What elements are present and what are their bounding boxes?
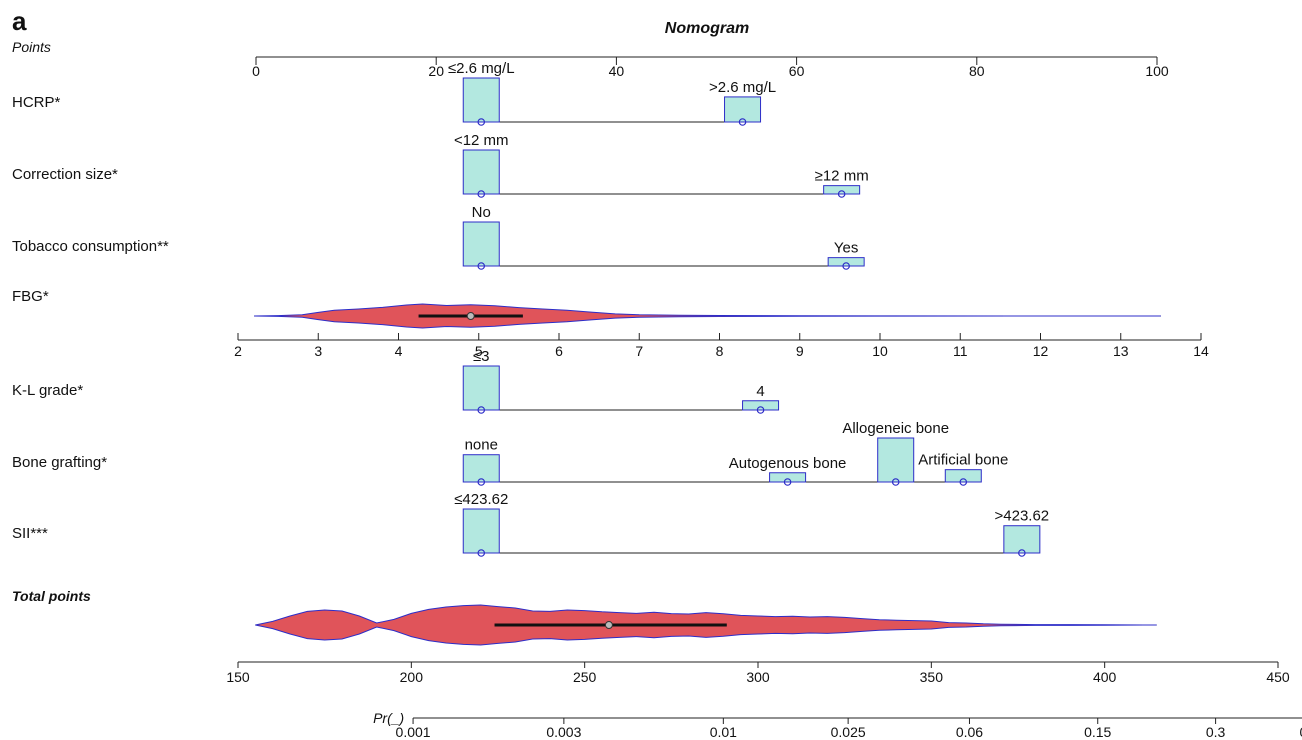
frequency-bar xyxy=(1003,525,1041,554)
frequency-bar xyxy=(769,472,807,483)
level-point xyxy=(783,478,792,486)
points-axis-tick-label: 0 xyxy=(252,63,260,79)
total-points-axis-tick-label: 450 xyxy=(1266,669,1290,685)
frequency-bar xyxy=(462,221,500,267)
level-label: ≤3 xyxy=(473,348,490,365)
level-label: <12 mm xyxy=(454,132,509,149)
points-axis-tick-label: 100 xyxy=(1145,63,1169,79)
frequency-bar xyxy=(877,437,915,483)
level-label: Allogeneic bone xyxy=(842,420,949,437)
variable-scale-tick-label: 10 xyxy=(872,343,888,359)
total-points-median xyxy=(604,621,613,629)
frequency-bar xyxy=(462,454,500,483)
level-point xyxy=(738,118,747,126)
points-axis-tick-label: 40 xyxy=(609,63,625,79)
variable-scale-tick-label: 12 xyxy=(1033,343,1049,359)
variable-scale-tick-label: 14 xyxy=(1193,343,1209,359)
probability-axis-tick-label: 0.003 xyxy=(546,724,581,740)
level-point xyxy=(891,478,900,486)
variable-label: K-L grade* xyxy=(12,382,83,399)
median-point xyxy=(466,312,475,320)
variable-label: Bone grafting* xyxy=(12,454,107,471)
probability-axis-tick-label: 0.01 xyxy=(710,724,737,740)
total-points-axis-tick-label: 250 xyxy=(573,669,597,685)
points-axis-label: Points xyxy=(12,39,51,55)
panel-label: a xyxy=(12,6,27,36)
variable-scale-tick-label: 7 xyxy=(635,343,643,359)
variable-label: SII*** xyxy=(12,525,48,542)
chart-title: Nomogram xyxy=(664,20,750,37)
level-point xyxy=(959,478,968,486)
level-point xyxy=(477,549,486,557)
level-label: >423.62 xyxy=(995,508,1050,525)
level-label: Autogenous bone xyxy=(729,455,847,472)
level-label: Yes xyxy=(834,240,858,257)
probability-axis-tick-label: 0.5 xyxy=(1299,724,1302,740)
level-point xyxy=(477,262,486,270)
points-axis-tick-label: 60 xyxy=(789,63,805,79)
variable-scale-tick-label: 8 xyxy=(716,343,724,359)
level-point xyxy=(842,262,850,270)
frequency-bar xyxy=(462,508,500,554)
variable-label: Correction size* xyxy=(12,166,118,183)
frequency-bar xyxy=(823,185,861,195)
frequency-bar xyxy=(944,469,982,483)
probability-axis-tick-label: 0.001 xyxy=(396,724,431,740)
points-axis-tick-label: 80 xyxy=(969,63,985,79)
total-points-axis-tick-label: 200 xyxy=(400,669,424,685)
level-label: >2.6 mg/L xyxy=(709,79,776,96)
density-violin xyxy=(254,303,1161,329)
points-axis-tick-label: 20 xyxy=(428,63,444,79)
level-label: none xyxy=(465,437,498,454)
frequency-bar xyxy=(742,400,780,411)
variable-label: HCRP* xyxy=(12,94,61,111)
total-points-axis-tick-label: 150 xyxy=(226,669,250,685)
total-points-axis-tick-label: 300 xyxy=(746,669,770,685)
probability-axis-tick-label: 0.15 xyxy=(1084,724,1111,740)
level-label: ≥12 mm xyxy=(815,168,869,185)
variable-scale-tick-label: 4 xyxy=(395,343,403,359)
level-label: ≤2.6 mg/L xyxy=(448,60,515,77)
frequency-bar xyxy=(462,365,500,411)
probability-axis-tick-label: 0.3 xyxy=(1206,724,1226,740)
variable-scale-tick-label: 13 xyxy=(1113,343,1129,359)
variable-label: Tobacco consumption** xyxy=(12,238,169,255)
variable-scale-tick-label: 2 xyxy=(234,343,242,359)
frequency-bar xyxy=(827,257,865,267)
variable-scale-tick-label: 5 xyxy=(475,343,483,359)
variable-scale-tick-label: 9 xyxy=(796,343,804,359)
variable-scale-tick-label: 3 xyxy=(314,343,322,359)
level-point xyxy=(477,406,486,414)
level-label: Artificial bone xyxy=(918,452,1008,469)
level-point xyxy=(837,190,846,198)
variable-scale-tick-label: 11 xyxy=(953,343,968,359)
probability-axis-tick-label: 0.06 xyxy=(956,724,983,740)
level-label: 4 xyxy=(756,383,764,400)
level-point xyxy=(477,190,486,198)
frequency-bar xyxy=(462,149,500,195)
total-points-axis-tick-label: 350 xyxy=(920,669,944,685)
level-label: No xyxy=(472,204,491,221)
probability-axis-tick-label: 0.025 xyxy=(831,724,866,740)
level-label: ≤423.62 xyxy=(454,491,508,508)
level-point xyxy=(477,478,486,486)
variable-label: FBG* xyxy=(12,288,49,305)
variable-scale-tick-label: 6 xyxy=(555,343,563,359)
total-points-axis-tick-label: 400 xyxy=(1093,669,1117,685)
frequency-bar xyxy=(724,96,762,123)
level-point xyxy=(477,118,486,126)
total-points-label: Total points xyxy=(12,588,91,604)
frequency-bar xyxy=(462,77,500,123)
level-point xyxy=(756,406,765,414)
level-point xyxy=(1018,549,1026,557)
probability-axis-label: Pr(_) xyxy=(373,710,404,726)
